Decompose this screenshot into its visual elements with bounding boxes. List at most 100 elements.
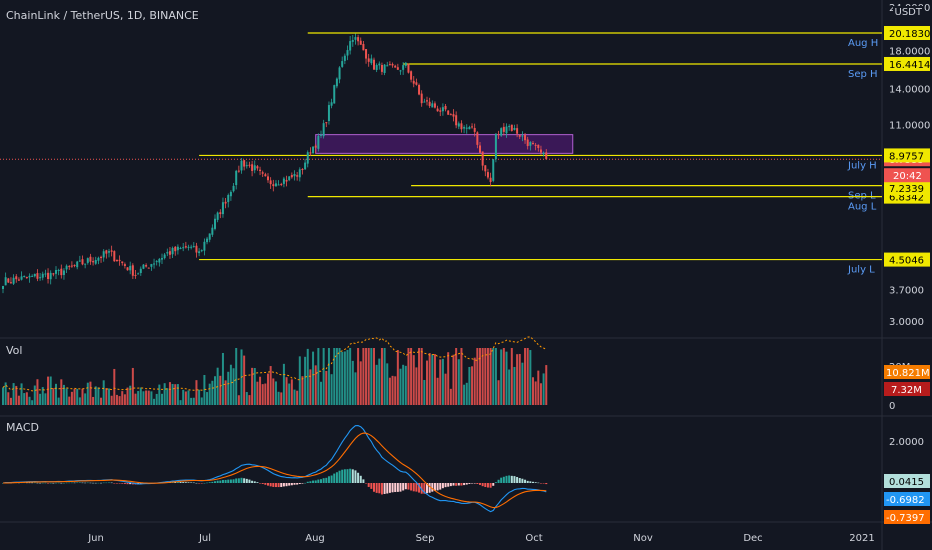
macd-histogram-bar xyxy=(426,483,428,494)
macd-histogram-bar xyxy=(182,482,185,483)
volume-bar xyxy=(44,393,47,405)
volume-bar xyxy=(388,377,391,405)
macd-histogram-bar xyxy=(113,483,116,484)
candle-body xyxy=(290,174,293,178)
volume-bar xyxy=(365,348,368,405)
candle-body xyxy=(497,134,500,136)
macd-histogram-bar xyxy=(415,483,418,492)
macd-histogram-bar xyxy=(327,476,330,483)
macd-histogram-bar xyxy=(383,483,386,494)
candle-body xyxy=(404,62,407,66)
candle-body xyxy=(161,258,163,260)
macd-histogram-bar xyxy=(65,482,68,484)
countdown-tag-bg xyxy=(884,168,930,183)
macd-histogram-bar xyxy=(386,483,389,494)
macd-histogram-bar xyxy=(380,483,383,495)
level-label-sep-h: Sep H xyxy=(848,69,878,80)
candle-body xyxy=(15,276,18,280)
candle-body xyxy=(49,272,52,280)
macd-histogram-bar xyxy=(25,482,28,484)
candle-body xyxy=(494,133,497,160)
macd-histogram-bar xyxy=(256,482,259,483)
volume-bar xyxy=(121,391,124,405)
volume-bar xyxy=(195,380,198,405)
candle-body xyxy=(7,278,10,283)
volume-bar xyxy=(23,393,26,405)
candle-body xyxy=(200,250,203,252)
volume-bar xyxy=(100,397,103,405)
volume-bar xyxy=(200,397,203,405)
volume-bar xyxy=(171,383,174,405)
candle-body xyxy=(219,212,222,215)
level-label-july-l: July L xyxy=(847,265,875,276)
candle-body xyxy=(192,246,195,248)
candle-body xyxy=(365,49,368,59)
volume-bar xyxy=(261,384,264,405)
candle-body xyxy=(245,165,248,167)
volume-bar xyxy=(412,355,415,405)
candle-body xyxy=(176,246,179,251)
candle-body xyxy=(396,67,399,70)
candle-body xyxy=(33,273,36,277)
volume-bar xyxy=(354,372,357,405)
volume-bar xyxy=(97,387,100,405)
candle-body xyxy=(102,251,105,258)
macd-histogram-bar xyxy=(330,475,333,483)
macd-histogram-bar xyxy=(108,482,110,484)
candle-body xyxy=(399,70,402,72)
volume-bar xyxy=(510,348,513,405)
price-axis-tick: 18.0000 xyxy=(889,46,930,57)
candle-body xyxy=(86,258,89,263)
candle-body xyxy=(108,251,110,253)
candle-body xyxy=(375,64,378,70)
volume-bar xyxy=(161,393,163,405)
macd-histogram-bar xyxy=(394,483,397,493)
volume-bar xyxy=(399,368,402,405)
macd-histogram-bar xyxy=(115,483,118,484)
price-tag-bg xyxy=(884,148,930,163)
candle-body xyxy=(261,172,264,174)
candle-body xyxy=(253,165,256,171)
candle-body xyxy=(163,254,166,259)
volume-bar xyxy=(468,366,471,405)
candle-body xyxy=(232,185,235,192)
macd-histogram-bar xyxy=(460,483,463,486)
candle-body xyxy=(113,251,116,262)
candle-body xyxy=(137,273,140,275)
macd-histogram-bar xyxy=(325,477,328,483)
macd-histogram-bar xyxy=(489,483,492,488)
volume-bar xyxy=(264,383,267,405)
volume-bar xyxy=(296,390,299,405)
volume-bar xyxy=(33,385,36,405)
volume-bar xyxy=(147,390,150,405)
currency-label[interactable]: USDT xyxy=(892,6,924,19)
macd-histogram-bar xyxy=(36,482,39,484)
macd-histogram-bar xyxy=(370,483,373,489)
volume-bar xyxy=(31,400,34,405)
candle-body xyxy=(532,142,534,145)
candle-body xyxy=(129,265,132,271)
candle-body xyxy=(412,80,415,84)
histogram-tag: 0.0415 xyxy=(889,477,924,488)
candle-body xyxy=(158,258,161,263)
candle-body xyxy=(203,241,206,251)
candle-body xyxy=(444,105,447,110)
price-axis-tick: 7.2339 xyxy=(889,184,924,195)
volume-bar xyxy=(343,351,346,405)
candle-body xyxy=(285,180,288,182)
candle-body xyxy=(153,263,156,265)
volume-bar xyxy=(333,348,336,405)
price-axis-tick: 6.8342 xyxy=(889,193,924,204)
price-axis-tick: 11.0000 xyxy=(889,121,930,132)
volume-bar xyxy=(282,363,285,405)
volume-bar xyxy=(206,392,209,405)
candle-body xyxy=(479,145,481,153)
macd-histogram-bar xyxy=(2,483,4,484)
volume-bar xyxy=(521,362,524,405)
candle-body xyxy=(500,128,503,136)
macd-histogram-bar xyxy=(439,483,442,490)
volume-bar xyxy=(346,349,349,405)
candle-body xyxy=(17,279,20,281)
candle-body xyxy=(168,251,171,255)
